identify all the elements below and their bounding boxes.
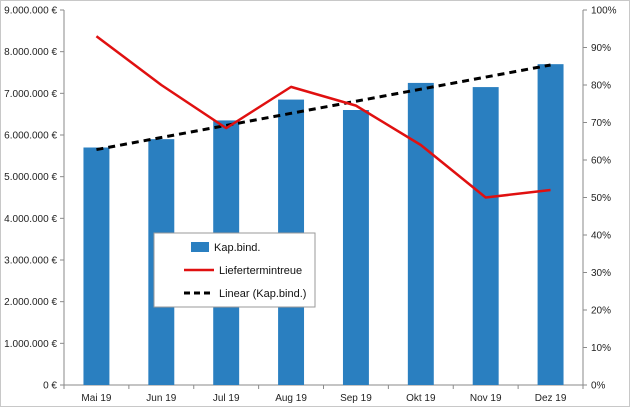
x-tick-label: Sep 19: [340, 393, 372, 404]
x-tick-label: Mai 19: [81, 393, 111, 404]
bar: [342, 110, 369, 385]
y-right-tick-label: 80%: [591, 81, 611, 92]
series-line: [95, 35, 551, 199]
bar: [407, 82, 434, 386]
legend-label: Liefertermintreue: [219, 265, 302, 277]
y-left-tick-label: 4.000.000 €: [4, 214, 57, 225]
x-tick-label: Aug 19: [275, 393, 307, 404]
y-right-tick-label: 20%: [591, 306, 611, 317]
y-right-tick-label: 70%: [591, 118, 611, 129]
y-left-tick-label: 9.000.000 €: [4, 6, 57, 17]
x-tick-label: Jul 19: [213, 393, 240, 404]
y-right-tick-label: 100%: [591, 6, 617, 17]
y-left-tick-label: 7.000.000 €: [4, 89, 57, 100]
bar: [537, 64, 564, 385]
y-left-tick-label: 5.000.000 €: [4, 172, 57, 183]
y-right-tick-label: 60%: [591, 156, 611, 167]
y-right-tick-label: 0%: [591, 381, 606, 392]
y-right-tick-label: 40%: [591, 231, 611, 242]
y-right-tick-label: 30%: [591, 268, 611, 279]
x-tick-label: Nov 19: [470, 393, 502, 404]
x-tick-label: Dez 19: [535, 393, 567, 404]
x-tick-label: Jun 19: [146, 393, 176, 404]
y-left-tick-label: 6.000.000 €: [4, 131, 57, 142]
y-left-tick-label: 8.000.000 €: [4, 47, 57, 58]
legend-swatch-bar: [191, 242, 209, 252]
bar: [83, 147, 110, 385]
x-tick-label: Okt 19: [406, 393, 436, 404]
y-left-tick-label: 3.000.000 €: [4, 256, 57, 267]
y-left-tick-label: 0 €: [43, 381, 57, 392]
legend-box: [153, 232, 316, 308]
bar: [472, 87, 499, 385]
y-left-tick-label: 1.000.000 €: [4, 339, 57, 350]
y-right-tick-label: 10%: [591, 343, 611, 354]
trendline: [96, 63, 551, 152]
legend-label: Linear (Kap.bind.): [219, 288, 306, 300]
legend-label: Kap.bind.: [214, 242, 260, 254]
y-left-tick-label: 2.000.000 €: [4, 297, 57, 308]
y-right-tick-label: 50%: [591, 193, 611, 204]
y-right-tick-label: 90%: [591, 43, 611, 54]
